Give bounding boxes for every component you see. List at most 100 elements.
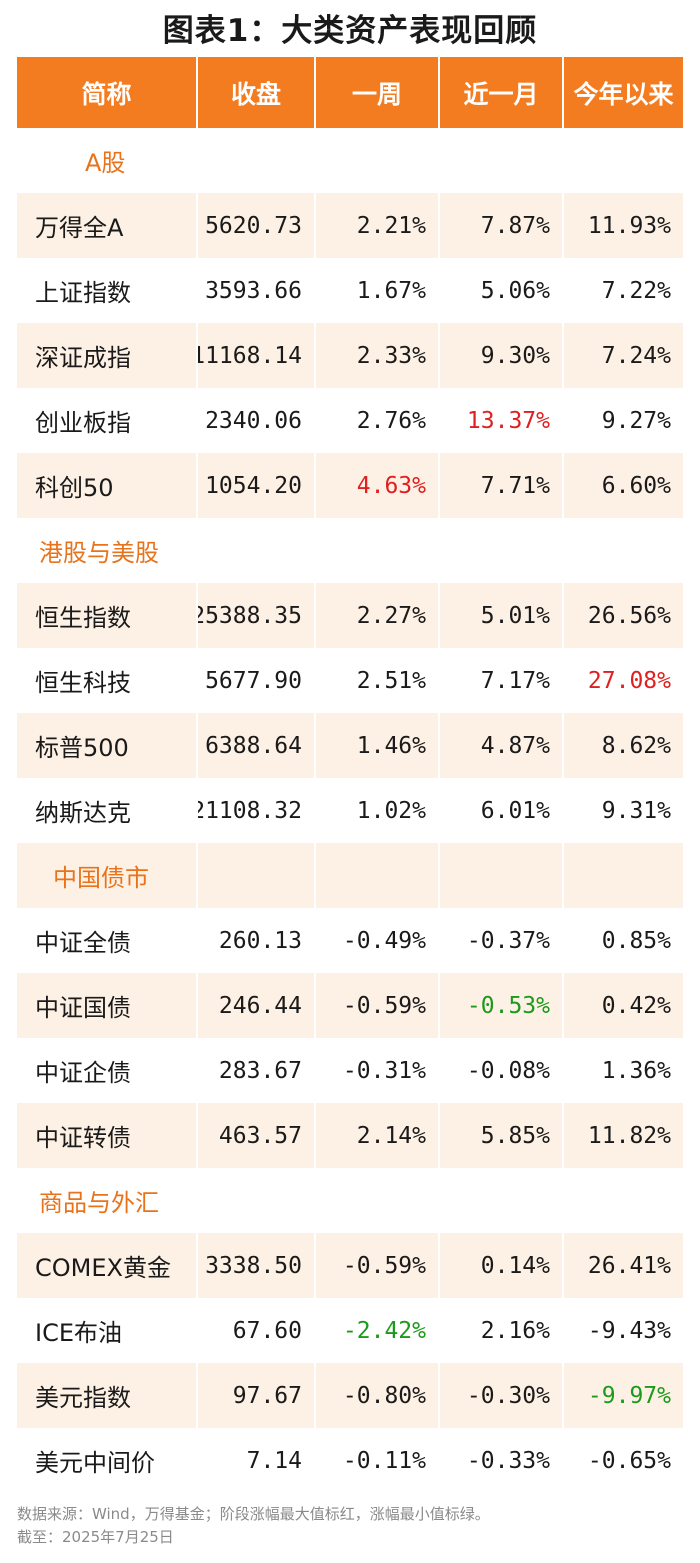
cell-month-change: 6.01% [440,778,564,843]
cell-month-change: -0.30% [440,1363,564,1428]
cell-name: 万得全A [17,193,198,258]
cell-name: 美元中间价 [17,1428,198,1493]
section-empty-cell [564,1168,683,1233]
section-empty-cell [564,518,683,583]
table-row: 中证转债 463.57 2.14% 5.85% 11.82% [17,1103,683,1168]
cell-name: 恒生科技 [17,648,198,713]
cell-month-change: -0.53% [440,973,564,1038]
cell-ytd-change: 0.42% [564,973,683,1038]
cell-name: 科创50 [17,453,198,518]
header-ytd: 今年以来 [564,57,683,128]
cell-month-change: 5.06% [440,258,564,323]
header-name: 简称 [17,57,198,128]
table-row: 中证企债 283.67 -0.31% -0.08% 1.36% [17,1038,683,1103]
table-header-row: 简称 收盘 一周 近一月 今年以来 [17,57,683,128]
cell-month-change: 7.17% [440,648,564,713]
section-empty-cell [440,128,564,193]
cell-close: 97.67 [198,1363,316,1428]
cell-week-change: 1.02% [316,778,440,843]
section-label: 商品与外汇 [17,1168,198,1233]
cell-month-change: 5.01% [440,583,564,648]
cell-name: 美元指数 [17,1363,198,1428]
cell-week-change: -0.49% [316,908,440,973]
cell-ytd-change: 9.31% [564,778,683,843]
section-empty-cell [440,1168,564,1233]
cell-name: 上证指数 [17,258,198,323]
cell-close: 5620.73 [198,193,316,258]
cell-week-change: -0.59% [316,1233,440,1298]
table-row: 恒生科技 5677.90 2.51% 7.17% 27.08% [17,648,683,713]
cell-week-change: -0.59% [316,973,440,1038]
cell-close: 283.67 [198,1038,316,1103]
section-label: 港股与美股 [17,518,198,583]
cell-ytd-change: 7.22% [564,258,683,323]
section-empty-cell [440,843,564,908]
cell-close: 6388.64 [198,713,316,778]
section-empty-cell [440,518,564,583]
cell-close: 260.13 [198,908,316,973]
cell-ytd-change: 26.41% [564,1233,683,1298]
section-empty-cell [198,1168,316,1233]
section-empty-cell [564,843,683,908]
cell-month-change: 13.37% [440,388,564,453]
section-empty-cell [198,843,316,908]
page-title: 图表1：大类资产表现回顾 [162,13,538,49]
section-empty-cell [198,518,316,583]
footnote-source: 数据来源：Wind，万得基金；阶段涨幅最大值标红，涨幅最小值标绿。 [17,1505,490,1523]
cell-close: 2340.06 [198,388,316,453]
table-row: 深证成指 11168.14 2.33% 9.30% 7.24% [17,323,683,388]
section-row: 商品与外汇 [17,1168,683,1233]
cell-name: 创业板指 [17,388,198,453]
cell-close: 7.14 [198,1428,316,1493]
cell-close: 25388.35 [198,583,316,648]
cell-ytd-change: 6.60% [564,453,683,518]
cell-close: 11168.14 [198,323,316,388]
header-week: 一周 [316,57,440,128]
section-empty-cell [316,1168,440,1233]
cell-month-change: 4.87% [440,713,564,778]
cell-ytd-change: 8.62% [564,713,683,778]
cell-name: 标普500 [17,713,198,778]
table-row: 创业板指 2340.06 2.76% 13.37% 9.27% [17,388,683,453]
cell-close: 5677.90 [198,648,316,713]
cell-month-change: -0.37% [440,908,564,973]
cell-ytd-change: -9.43% [564,1298,683,1363]
cell-close: 3593.66 [198,258,316,323]
cell-ytd-change: 9.27% [564,388,683,453]
section-row: 中国债市 [17,843,683,908]
cell-week-change: -2.42% [316,1298,440,1363]
cell-ytd-change: -9.97% [564,1363,683,1428]
cell-week-change: 2.21% [316,193,440,258]
cell-close: 1054.20 [198,453,316,518]
cell-week-change: 2.27% [316,583,440,648]
cell-month-change: -0.08% [440,1038,564,1103]
section-label: 中国债市 [17,843,198,908]
cell-close: 21108.32 [198,778,316,843]
cell-ytd-change: -0.65% [564,1428,683,1493]
cell-week-change: 2.51% [316,648,440,713]
footnote-date: 截至：2025年7月25日 [17,1528,174,1546]
table-row: 美元中间价 7.14 -0.11% -0.33% -0.65% [17,1428,683,1493]
section-empty-cell [316,518,440,583]
cell-week-change: -0.11% [316,1428,440,1493]
cell-name: 中证转债 [17,1103,198,1168]
cell-ytd-change: 0.85% [564,908,683,973]
cell-month-change: 2.16% [440,1298,564,1363]
cell-week-change: 1.46% [316,713,440,778]
section-label: A股 [17,128,198,193]
cell-month-change: 0.14% [440,1233,564,1298]
cell-ytd-change: 11.93% [564,193,683,258]
section-empty-cell [564,128,683,193]
cell-name: 中证全债 [17,908,198,973]
cell-name: 纳斯达克 [17,778,198,843]
cell-ytd-change: 26.56% [564,583,683,648]
header-month: 近一月 [440,57,564,128]
cell-month-change: 7.87% [440,193,564,258]
table-row: 万得全A 5620.73 2.21% 7.87% 11.93% [17,193,683,258]
cell-ytd-change: 1.36% [564,1038,683,1103]
table-row: 上证指数 3593.66 1.67% 5.06% 7.22% [17,258,683,323]
table-row: 中证全债 260.13 -0.49% -0.37% 0.85% [17,908,683,973]
cell-month-change: -0.33% [440,1428,564,1493]
cell-close: 67.60 [198,1298,316,1363]
cell-close: 246.44 [198,973,316,1038]
